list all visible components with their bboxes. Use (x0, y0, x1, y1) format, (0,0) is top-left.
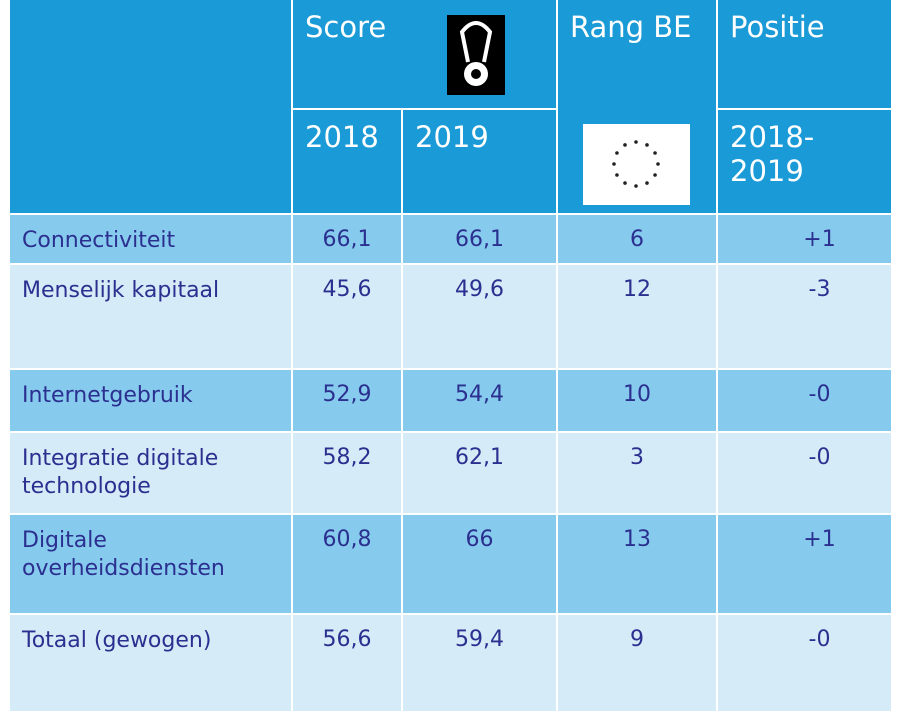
cell-value-text: 12 (623, 277, 651, 302)
row-label-text: Totaal (gewogen) (22, 628, 212, 653)
cell-value: -0 (718, 615, 891, 711)
cell-value-text: 10 (623, 382, 651, 407)
cell-value-text: 49,6 (455, 277, 504, 302)
cell-value: 45,6 (293, 265, 401, 368)
cell-value: 10 (558, 370, 716, 431)
header-rank: Rang BE (558, 0, 716, 213)
cell-value: 12 (558, 265, 716, 368)
cell-value-text: 54,4 (455, 382, 504, 407)
cell-value-text: 56,6 (322, 627, 372, 652)
cell-value: 58,2 (293, 433, 401, 513)
cell-value: 52,9 (293, 370, 401, 431)
cell-value: 66,1 (403, 215, 556, 263)
header-year: 2018 (293, 110, 401, 213)
cell-value: 9 (558, 615, 716, 711)
cell-value-text: 60,8 (322, 527, 372, 552)
cell-value: 59,4 (403, 615, 556, 711)
cell-value-text: 9 (630, 627, 644, 652)
cell-value-text: 66,1 (455, 227, 504, 252)
cell-value-text: 66,1 (322, 227, 372, 252)
row-label-text: Menselijk kapitaal (22, 278, 220, 303)
row-label: Integratie digitale technologie (10, 433, 291, 513)
row-label: Menselijk kapitaal (10, 265, 291, 368)
cell-value: 62,1 (403, 433, 556, 513)
cell-value: 66,1 (293, 215, 401, 263)
cell-value: +1 (718, 215, 891, 263)
cell-value-text: 13 (623, 527, 651, 552)
header-period-text: 2018-2019 (730, 120, 815, 188)
cell-value-text: 45,6 (322, 277, 372, 302)
cell-value-text: -0 (808, 382, 831, 407)
cell-value: 6 (558, 215, 716, 263)
cell-value-text: 59,4 (455, 627, 504, 652)
row-label-text: Integratie digitale technologie (22, 446, 219, 499)
row-label: Totaal (gewogen) (10, 615, 291, 711)
cell-value: 13 (558, 515, 716, 613)
header-position-text: Positie (730, 10, 825, 44)
cell-value: 3 (558, 433, 716, 513)
row-label-text: Internetgebruik (22, 383, 193, 408)
row-label-text: Connectiviteit (22, 228, 176, 253)
cell-value-text: -0 (808, 445, 831, 470)
header-score: Score (293, 0, 556, 108)
cell-value-text: 66 (465, 527, 494, 552)
cell-value-text: 52,9 (322, 382, 372, 407)
cell-value-text: +1 (803, 227, 836, 252)
cell-value-text: -0 (808, 627, 831, 652)
cell-value-text: 6 (630, 227, 644, 252)
cell-value: 56,6 (293, 615, 401, 711)
header-position: Positie (718, 0, 891, 108)
cell-value-text: 58,2 (322, 445, 372, 470)
cell-value: -0 (718, 370, 891, 431)
cell-value: 60,8 (293, 515, 401, 613)
header-blank (10, 0, 291, 213)
header-rank-text: Rang BE (570, 10, 692, 44)
header-period: 2018-2019 (718, 110, 891, 213)
cell-value: 66 (403, 515, 556, 613)
cell-value: -3 (718, 265, 891, 368)
row-label-text: Digitale overheidsdiensten (22, 528, 225, 581)
header-year-text: 2018 (305, 120, 379, 154)
row-label: Digitale overheidsdiensten (10, 515, 291, 613)
cell-value: -0 (718, 433, 891, 513)
cell-value: 49,6 (403, 265, 556, 368)
cell-value: 54,4 (403, 370, 556, 431)
header-year-text: 2019 (415, 120, 489, 154)
cell-value-text: +1 (803, 527, 836, 552)
cell-value-text: 62,1 (455, 445, 504, 470)
header-year: 2019 (403, 110, 556, 213)
cell-value-text: 3 (630, 445, 644, 470)
header-score-text: Score (305, 10, 387, 44)
row-label: Connectiviteit (10, 215, 291, 263)
row-label: Internetgebruik (10, 370, 291, 431)
cell-value: +1 (718, 515, 891, 613)
cell-value-text: -3 (808, 277, 831, 302)
